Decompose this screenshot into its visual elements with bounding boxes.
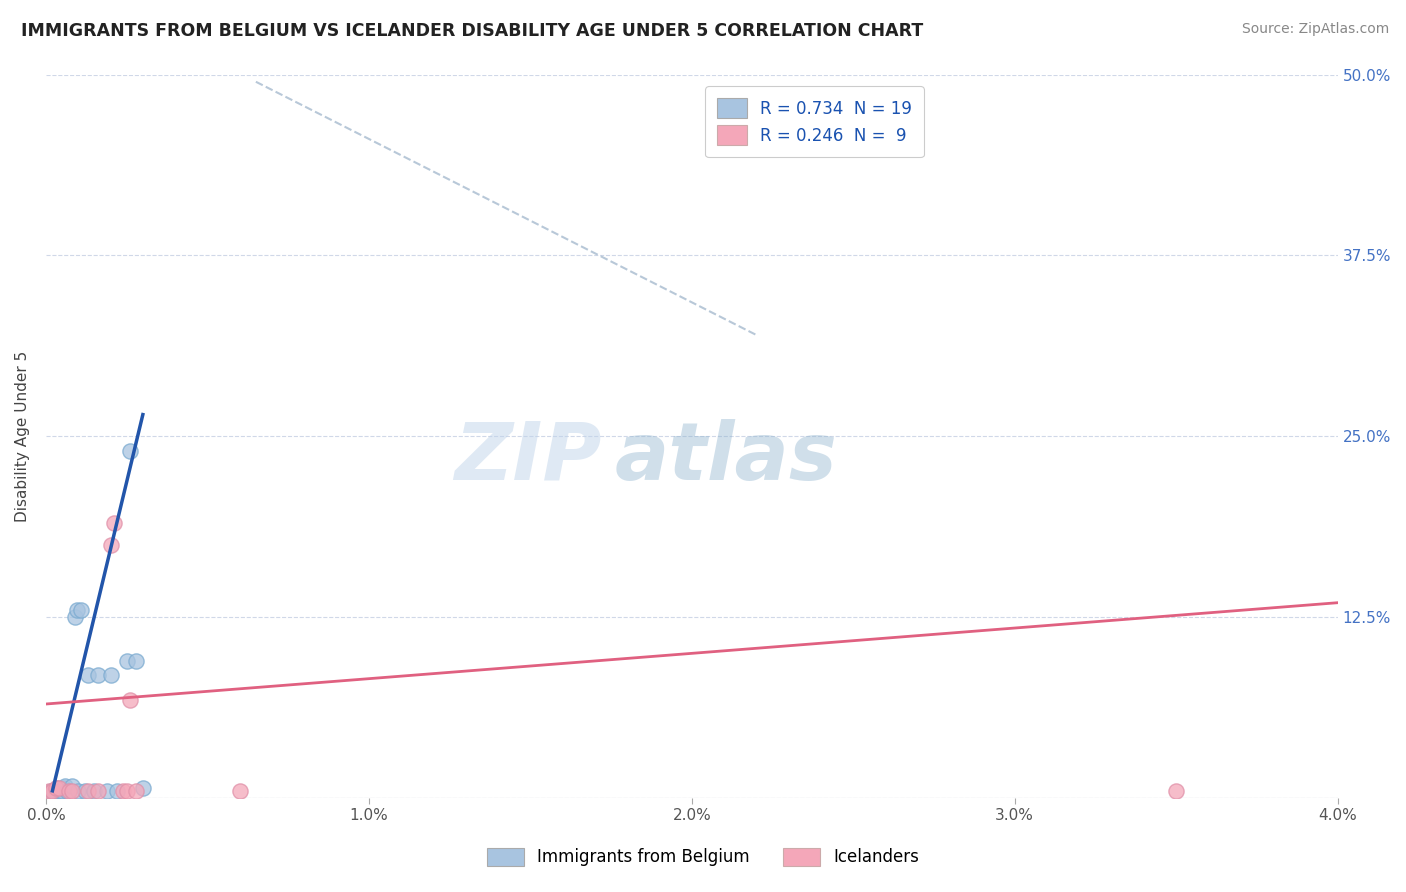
Point: [63, 610, 86, 624]
Point: [48, 784, 70, 798]
Point: [83, 784, 105, 798]
Point: [125, 654, 148, 668]
Point: [42, 784, 65, 798]
Point: [46, 780, 69, 795]
Point: [86, 784, 108, 798]
Point: [48, 780, 70, 795]
Point: [60, 780, 83, 794]
Point: [77, 784, 100, 798]
Point: [96, 784, 118, 798]
Text: atlas: atlas: [614, 419, 837, 497]
Y-axis label: Disability Age Under 5: Disability Age Under 5: [15, 351, 30, 522]
Text: ZIP: ZIP: [454, 419, 602, 497]
Point: [132, 780, 155, 795]
Point: [45, 784, 67, 798]
Point: [70, 603, 93, 617]
Point: [112, 784, 135, 798]
Legend: Immigrants from Belgium, Icelanders: Immigrants from Belgium, Icelanders: [479, 839, 927, 875]
Point: [100, 668, 122, 682]
Point: [228, 784, 250, 798]
Point: [77, 668, 100, 682]
Point: [73, 784, 96, 798]
Point: [103, 516, 125, 530]
Point: [56, 784, 79, 798]
Point: [118, 692, 141, 706]
Point: [52, 780, 75, 795]
Point: [60, 784, 83, 798]
Point: [66, 603, 89, 617]
Point: [51, 784, 73, 798]
Point: [125, 784, 148, 798]
Text: IMMIGRANTS FROM BELGIUM VS ICELANDER DISABILITY AGE UNDER 5 CORRELATION CHART: IMMIGRANTS FROM BELGIUM VS ICELANDER DIS…: [21, 22, 924, 40]
Point: [118, 443, 141, 458]
Point: [53, 780, 76, 794]
Text: Source: ZipAtlas.com: Source: ZipAtlas.com: [1241, 22, 1389, 37]
Point: [49, 784, 72, 798]
Point: [105, 784, 128, 798]
Point: [100, 538, 122, 552]
Point: [41, 784, 63, 798]
Point: [67, 784, 90, 798]
Point: [86, 668, 108, 682]
Point: [1166, 784, 1188, 798]
Legend: R = 0.734  N = 19, R = 0.246  N =  9: R = 0.734 N = 19, R = 0.246 N = 9: [706, 87, 924, 157]
Point: [38, 784, 60, 798]
Point: [115, 654, 138, 668]
Point: [115, 784, 138, 798]
Point: [39, 784, 62, 798]
Point: [45, 780, 67, 795]
Point: [58, 784, 80, 798]
Point: [41, 784, 63, 798]
